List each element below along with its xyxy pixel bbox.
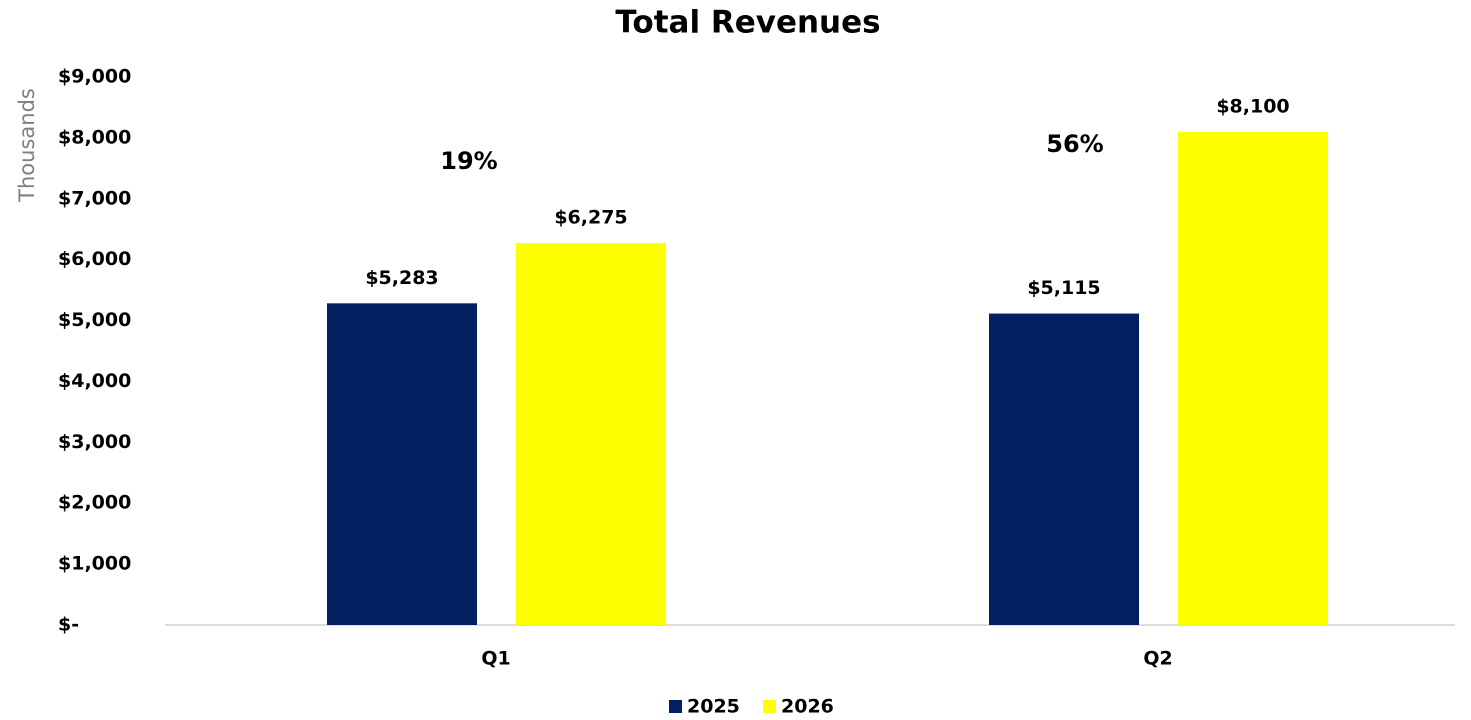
- bar: [516, 242, 666, 625]
- legend-swatch: [763, 700, 776, 713]
- y-tick-label: $2,000: [58, 492, 131, 514]
- x-tick-label: Q2: [1143, 648, 1172, 670]
- bar: [1178, 131, 1328, 626]
- y-tick-label: $8,000: [58, 126, 131, 148]
- legend-label: 2026: [781, 696, 834, 718]
- y-tick-label: $6,000: [58, 248, 131, 270]
- y-tick-label: $1,000: [58, 553, 131, 575]
- chart-title: Total Revenues: [615, 5, 880, 41]
- legend-label: 2025: [687, 696, 740, 718]
- y-tick-label: $7,000: [58, 187, 131, 209]
- y-tick-label: $9,000: [58, 66, 131, 88]
- annotation: 56%: [1046, 130, 1103, 158]
- x-tick-label: Q1: [481, 648, 510, 670]
- y-tick-label: $-: [58, 614, 79, 636]
- value-label: $6,275: [554, 206, 627, 228]
- legend-swatch: [669, 700, 682, 713]
- y-tick-label: $4,000: [58, 370, 131, 392]
- value-label: $8,100: [1216, 95, 1289, 117]
- value-label: $5,283: [365, 267, 438, 289]
- y-axis-label: Thousands: [15, 88, 39, 203]
- bar: [989, 313, 1139, 625]
- annotation: 19%: [440, 147, 497, 175]
- bar: [327, 303, 477, 625]
- y-tick-label: $3,000: [58, 431, 131, 453]
- y-tick-label: $5,000: [58, 309, 131, 331]
- value-label: $5,115: [1027, 277, 1100, 299]
